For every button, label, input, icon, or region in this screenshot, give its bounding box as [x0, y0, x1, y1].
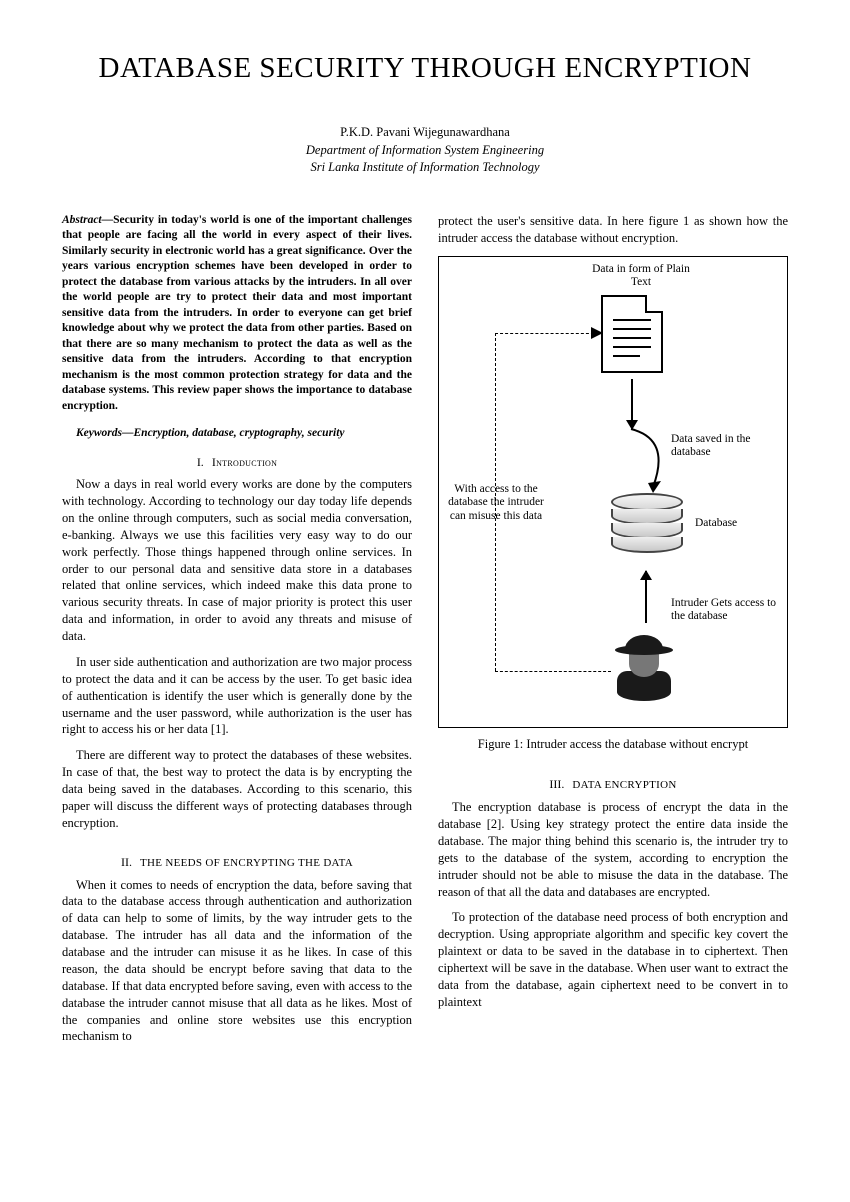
section-1-label: Introduction: [212, 455, 277, 469]
para-7: To protection of the database need proce…: [438, 909, 788, 1010]
fig-label-access: With access to the database the intruder…: [447, 483, 545, 524]
section-2-num: II.: [121, 855, 132, 869]
curved-arrow-icon: [631, 429, 681, 499]
author-block: P.K.D. Pavani Wijegunawardhana Departmen…: [62, 124, 788, 177]
intruder-icon: [615, 635, 673, 701]
section-3-num: III.: [549, 777, 564, 791]
right-column: protect the user's sensitive data. In he…: [438, 213, 788, 1055]
para-2: In user side authentication and authoriz…: [62, 654, 412, 738]
para-4: When it comes to needs of encryption the…: [62, 877, 412, 1046]
fig-label-database: Database: [695, 517, 737, 531]
figure-1-caption: Figure 1: Intruder access the database w…: [438, 736, 788, 753]
author-name: P.K.D. Pavani Wijegunawardhana: [62, 124, 788, 142]
arrow-up-icon: [645, 571, 647, 623]
section-1-num: I.: [197, 455, 204, 469]
para-3: There are different way to protect the d…: [62, 747, 412, 831]
arrow-down-icon: [631, 379, 633, 429]
document-icon: [601, 295, 663, 373]
paper-title: DATABASE SECURITY THROUGH ENCRYPTION: [62, 50, 788, 86]
dashed-arrowhead-icon: [591, 327, 605, 339]
section-2-label: THE NEEDS OF ENCRYPTING THE DATA: [140, 857, 353, 869]
figure-1: Data in form of Plain Text Data saved in…: [438, 256, 788, 728]
section-2-head: II. THE NEEDS OF ENCRYPTING THE DATA: [62, 854, 412, 871]
left-column: Abstract—Security in today's world is on…: [62, 213, 412, 1055]
fig-label-plaintext: Data in form of Plain Text: [581, 263, 701, 291]
database-icon: [611, 493, 683, 553]
para-6: The encryption database is process of en…: [438, 799, 788, 900]
para-5: protect the user's sensitive data. In he…: [438, 213, 788, 247]
para-1: Now a days in real world every works are…: [62, 476, 412, 645]
document-lines-icon: [613, 319, 651, 364]
section-3-label: DATA ENCRYPTION: [572, 779, 676, 791]
keywords: Keywords—Encryption, database, cryptogra…: [62, 426, 412, 442]
dashed-line-icon: [495, 333, 496, 671]
abstract: Abstract—Security in today's world is on…: [62, 213, 412, 415]
author-dept: Department of Information System Enginee…: [62, 142, 788, 160]
fig-label-intruder: Intruder Gets access to the database: [671, 597, 781, 625]
section-3-head: III. DATA ENCRYPTION: [438, 776, 788, 793]
fig-label-saved: Data saved in the database: [671, 433, 777, 461]
abstract-lead: Abstract—: [62, 214, 113, 226]
dashed-line-icon: [495, 671, 611, 672]
two-column-layout: Abstract—Security in today's world is on…: [62, 213, 788, 1055]
section-1-head: I. Introduction: [62, 454, 412, 470]
author-inst: Sri Lanka Institute of Information Techn…: [62, 159, 788, 177]
abstract-text: Security in today's world is one of the …: [62, 214, 412, 412]
dashed-line-icon: [495, 333, 599, 334]
